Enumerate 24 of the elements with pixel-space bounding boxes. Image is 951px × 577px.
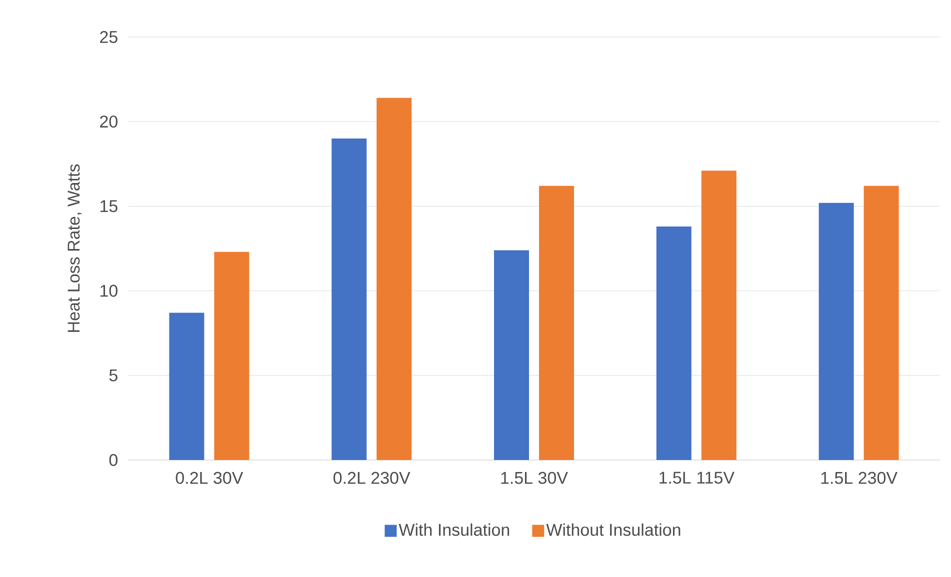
bar bbox=[332, 138, 367, 460]
bar bbox=[539, 186, 574, 460]
bar bbox=[376, 98, 412, 460]
bar bbox=[494, 250, 530, 460]
bar bbox=[864, 186, 899, 460]
y-tick-label: 10 bbox=[100, 284, 118, 297]
bar bbox=[818, 202, 854, 460]
x-tick-label: 1.5L 30V bbox=[501, 472, 568, 484]
x-tick-label: 1.5L 115V bbox=[660, 472, 734, 484]
bar bbox=[656, 226, 692, 460]
x-tick-label: 0.2L 230V bbox=[334, 472, 410, 484]
y-axis-title: Heat Loss Rate, Watts bbox=[68, 164, 82, 332]
legend-label: Without Insulation bbox=[546, 523, 680, 536]
bar bbox=[169, 312, 204, 460]
y-tick-label: 25 bbox=[100, 30, 118, 44]
y-tick-label: 15 bbox=[100, 200, 118, 212]
y-tick-label: 0 bbox=[109, 454, 118, 466]
legend-label: With Insulation bbox=[398, 523, 510, 536]
y-tick-label: 5 bbox=[109, 369, 118, 382]
x-tick-label: 1.5L 230V bbox=[821, 472, 898, 484]
y-tick-label: 20 bbox=[100, 116, 118, 128]
bar bbox=[214, 252, 250, 460]
bar bbox=[701, 170, 736, 460]
x-tick-label: 0.2L 30V bbox=[176, 472, 244, 484]
